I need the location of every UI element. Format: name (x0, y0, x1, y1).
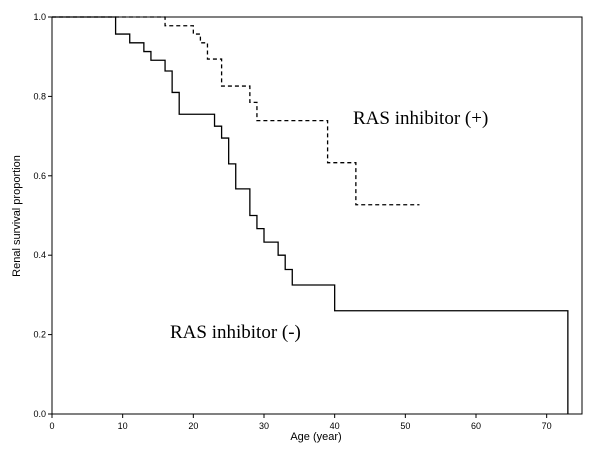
y-tick-label: 0.4 (33, 250, 46, 260)
x-tick-label: 60 (471, 421, 481, 431)
y-tick-label: 0.8 (33, 91, 46, 101)
x-tick-label: 10 (118, 421, 128, 431)
y-tick-label: 0.0 (33, 409, 46, 419)
x-tick-label: 30 (259, 421, 269, 431)
plot-border (51, 16, 583, 415)
x-tick-label: 0 (49, 421, 54, 431)
series-line-ras-minus (52, 16, 569, 414)
y-axis-title: Renal survival proportion (11, 155, 23, 277)
y-tick-label: 1.0 (33, 12, 46, 22)
x-tick-label: 20 (188, 421, 198, 431)
x-axis-title: Age (year) (290, 431, 341, 443)
x-tick-label: 50 (400, 421, 410, 431)
series-layer (52, 16, 569, 414)
y-tick-label: 0.6 (33, 171, 46, 181)
y-axis: 0.0 0.2 0.4 0.6 0.8 1.0 (33, 12, 52, 419)
x-axis: 0 10 20 30 40 50 60 70 (49, 414, 552, 431)
series-label-ras-minus: RAS inhibitor (-) (170, 322, 301, 343)
series-line-ras-plus (52, 16, 420, 206)
x-tick-label: 70 (542, 421, 552, 431)
x-tick-label: 40 (330, 421, 340, 431)
y-tick-label: 0.2 (33, 330, 46, 340)
plot-frame (51, 16, 583, 415)
series-label-ras-plus: RAS inhibitor (+) (353, 108, 488, 129)
